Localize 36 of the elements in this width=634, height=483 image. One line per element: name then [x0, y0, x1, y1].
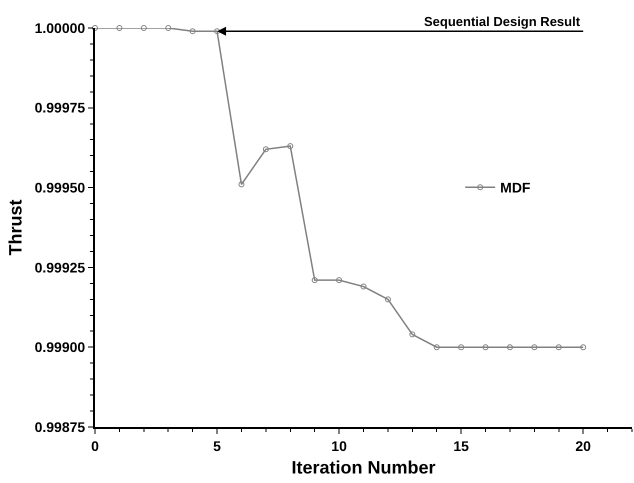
y-tick-label: 1.00000 [34, 20, 86, 36]
point [238, 181, 244, 188]
y-tick-label: 0.99900 [34, 339, 86, 356]
point [287, 143, 294, 150]
y-tick-label: 0.99925 [34, 259, 86, 276]
point [384, 296, 391, 302]
point [556, 344, 562, 350]
point [92, 25, 98, 31]
point [360, 284, 366, 290]
x-tick-label: 0 [91, 438, 100, 454]
y-axis-title: Thrust [5, 200, 26, 256]
y-tick-label: 0.99975 [34, 100, 86, 116]
point [409, 331, 416, 338]
point [531, 344, 538, 350]
point [116, 25, 122, 31]
y-tick-label: 0.99875 [34, 418, 86, 435]
x-axis-title: Iteration Number [291, 457, 436, 478]
point [458, 344, 464, 350]
point [482, 344, 489, 350]
x-tick-label: 10 [331, 438, 348, 454]
point [165, 25, 172, 31]
point [140, 25, 147, 31]
point [434, 344, 440, 350]
point [580, 344, 586, 350]
x-tick-label: 5 [213, 438, 222, 454]
x-tick-label: 15 [453, 438, 470, 454]
point [190, 28, 196, 34]
point [262, 146, 269, 152]
point [506, 344, 513, 350]
x-tick-label: 20 [575, 438, 592, 454]
point [336, 277, 342, 284]
point [312, 277, 318, 284]
annotation: Sequential Design Result [424, 14, 581, 29]
y-tick-label: 0.99950 [34, 180, 86, 196]
point [214, 28, 220, 34]
legend-label: MDF [500, 180, 531, 196]
